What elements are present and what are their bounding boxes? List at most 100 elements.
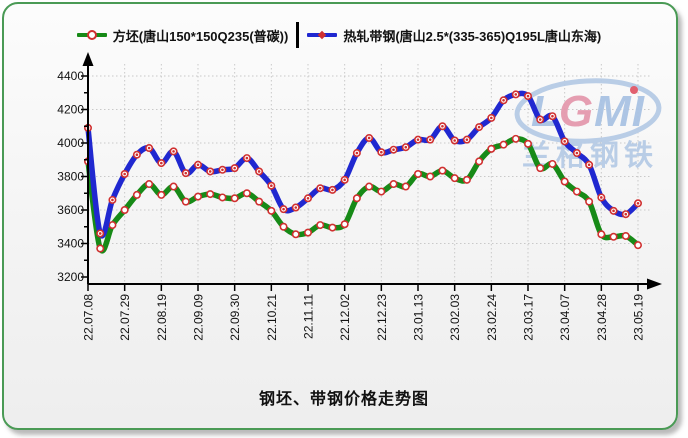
data-point-marker	[206, 190, 215, 199]
data-point-center-icon	[123, 172, 126, 176]
data-point-center-icon	[257, 170, 261, 173]
x-axis-tick-label: 22.11.11	[302, 294, 316, 339]
gridlines	[88, 64, 650, 284]
x-axis-tick-label: 23.02.03	[448, 294, 462, 341]
data-point-center-icon	[526, 94, 530, 98]
y-axis-tick-label: 4200	[57, 103, 84, 117]
data-point-center-icon	[306, 196, 310, 200]
legend-item-billet: 方坯(唐山150*150Q235(普碳))	[76, 26, 289, 45]
data-point-center-icon	[160, 161, 163, 165]
x-axis-tick-label: 22.10.21	[265, 294, 279, 341]
data-point-center-icon	[331, 188, 334, 192]
x-axis-tick-label: 23.03.17	[522, 294, 536, 341]
data-point-marker	[621, 231, 630, 240]
data-point-marker	[352, 194, 361, 203]
data-point-center-icon	[465, 138, 469, 141]
data-point-marker	[572, 187, 581, 196]
data-point-marker	[120, 206, 129, 215]
data-point-marker	[169, 182, 178, 191]
data-point-center-icon	[428, 138, 432, 141]
data-point-center-icon	[502, 98, 505, 102]
data-point-marker	[609, 232, 618, 241]
data-point-marker	[401, 182, 410, 191]
data-point-marker	[218, 193, 227, 202]
data-point-marker	[536, 164, 545, 173]
data-point-center-icon	[355, 151, 359, 155]
y-axis-tick-label: 3200	[57, 270, 84, 284]
x-axis-tick-label: 23.04.07	[558, 294, 572, 341]
x-axis-tick-label: 23.04.28	[595, 294, 609, 341]
y-axis-tick-label: 4400	[57, 69, 84, 83]
data-point-marker	[279, 222, 288, 231]
data-point-marker	[548, 159, 557, 168]
data-point-center-icon	[600, 196, 603, 199]
data-point-marker	[389, 180, 398, 189]
data-point-marker	[487, 144, 496, 153]
legend-divider	[296, 22, 300, 48]
x-axis-tick-label: 23.02.24	[485, 294, 499, 341]
chart-panel	[2, 2, 678, 430]
data-point-center-icon	[172, 150, 175, 153]
legend: 方坯(唐山150*150Q235(普碳)) 热轧带钢(唐山2.5*(335-36…	[0, 22, 678, 48]
data-point-marker	[511, 134, 520, 143]
y-axis-tick-label: 4000	[57, 136, 84, 150]
data-point-marker	[523, 139, 532, 148]
legend-label-billet: 方坯(唐山150*150Q235(普碳))	[112, 28, 289, 44]
data-point-marker	[475, 157, 484, 166]
data-point-marker	[438, 166, 447, 175]
data-point-center-icon	[380, 150, 383, 154]
x-axis-tick-label: 22.08.19	[155, 294, 169, 341]
strip-marker-icon	[318, 30, 327, 40]
x-axis-tick-label: 22.12.23	[375, 294, 389, 341]
data-point-center-icon	[135, 153, 139, 157]
chart-title: 钢坯、带钢价格走势图	[258, 391, 429, 408]
data-point-marker	[96, 244, 105, 253]
data-point-marker	[194, 192, 203, 201]
data-point-center-icon	[453, 139, 456, 142]
data-point-marker	[365, 182, 374, 191]
x-axis-tick-label: 22.09.09	[192, 294, 206, 341]
data-point-marker	[450, 174, 459, 183]
data-point-center-icon	[111, 198, 114, 202]
data-point-center-icon	[441, 124, 444, 128]
data-point-marker	[181, 197, 190, 206]
data-point-marker	[157, 190, 166, 199]
data-point-marker	[242, 189, 251, 198]
data-point-center-icon	[636, 202, 640, 205]
data-point-marker	[230, 194, 239, 203]
series-line-0	[85, 136, 641, 254]
data-point-center-icon	[184, 171, 188, 175]
data-point-marker	[291, 230, 300, 239]
data-point-center-icon	[563, 140, 566, 143]
data-series	[84, 90, 642, 254]
data-point-marker	[413, 169, 422, 178]
data-point-center-icon	[612, 209, 615, 213]
legend-label-strip: 热轧带钢(唐山2.5*(335-365)Q195L唐山东海)	[343, 28, 602, 44]
data-point-center-icon	[294, 206, 298, 209]
data-point-marker	[633, 241, 642, 250]
x-axis-tick-label: 22.09.30	[228, 294, 242, 341]
billet-marker-icon	[86, 30, 97, 40]
data-point-center-icon	[245, 156, 249, 160]
y-axis-arrow-icon	[82, 52, 94, 66]
data-point-marker	[328, 223, 337, 232]
data-point-marker	[585, 197, 594, 206]
axis-labels: 3200 3400 3600 3800 4000 4200 4400 22.07.08 22.0…	[57, 69, 645, 341]
data-point-marker	[132, 190, 141, 199]
data-point-center-icon	[208, 170, 212, 173]
data-point-center-icon	[233, 166, 236, 170]
data-point-marker	[597, 230, 606, 239]
data-point-center-icon	[551, 114, 554, 118]
data-point-center-icon	[538, 118, 542, 121]
x-axis-tick-label: 22.07.08	[82, 294, 96, 341]
data-point-center-icon	[343, 178, 346, 182]
watermark-dot-icon	[630, 86, 638, 94]
data-point-center-icon	[587, 163, 591, 167]
x-axis-tick-label: 23.01.13	[412, 294, 426, 341]
data-point-center-icon	[416, 138, 420, 141]
data-point-center-icon	[98, 232, 102, 235]
data-point-marker	[267, 206, 276, 215]
strip-line-swatch	[307, 30, 338, 40]
